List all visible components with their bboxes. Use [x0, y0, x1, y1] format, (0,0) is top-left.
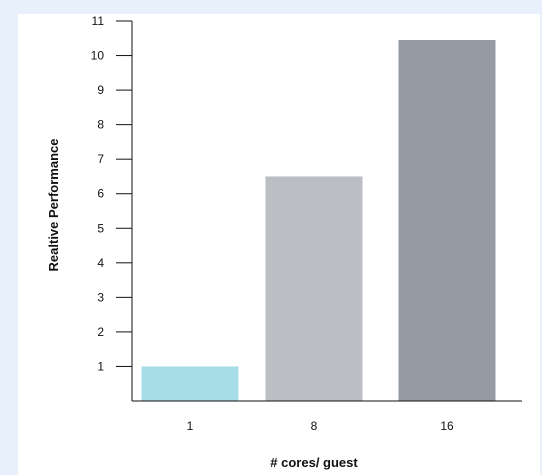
y-tick-label: 1 [97, 359, 104, 373]
y-tick-label: 10 [91, 49, 105, 63]
bar-8 [265, 176, 363, 401]
y-tick-label: 7 [97, 152, 104, 166]
y-tick-label: 4 [97, 256, 104, 270]
y-tick-label: 9 [97, 83, 104, 97]
x-tick-label: 8 [311, 419, 318, 433]
y-axis: 1 2 3 4 5 6 7 8 9 10 11 [91, 14, 133, 401]
y-tick-label: 6 [97, 187, 104, 201]
y-tick-label: 3 [97, 290, 104, 304]
y-tick-label: 11 [92, 14, 105, 28]
bar-1 [141, 366, 239, 401]
bars [141, 40, 496, 401]
y-axis-title: Realtive Performance [46, 139, 61, 272]
x-tick-label: 16 [440, 419, 454, 433]
y-tick-label: 2 [97, 325, 104, 339]
x-tick-label: 1 [187, 419, 194, 433]
y-tick-label: 5 [97, 221, 104, 235]
x-axis-title: # cores/ guest [270, 455, 358, 470]
y-tick-label: 8 [97, 118, 104, 132]
x-axis: 1 8 16 [132, 400, 522, 433]
bar-16 [398, 40, 496, 401]
